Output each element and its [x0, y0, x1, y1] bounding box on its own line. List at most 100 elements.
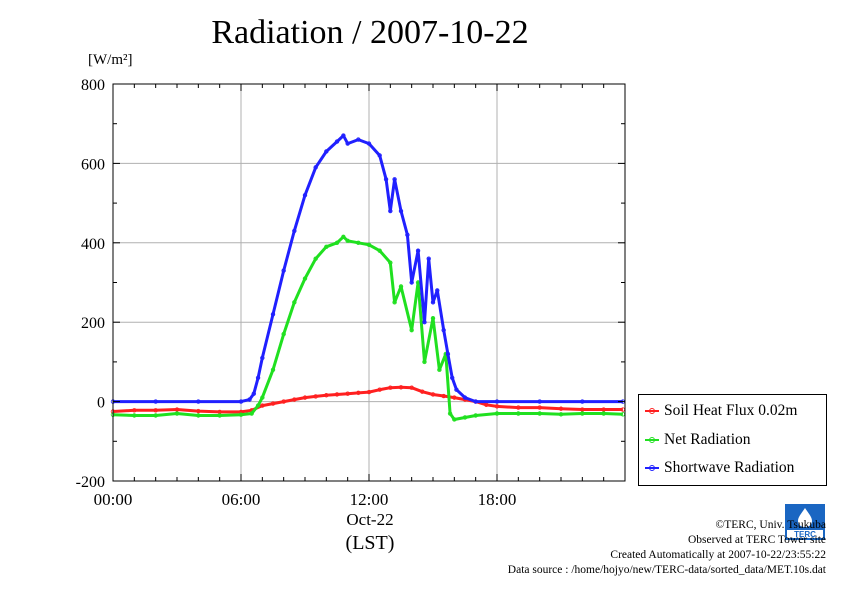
legend-swatch-shortwave-radiation [645, 463, 659, 473]
data-point [447, 411, 453, 416]
data-point [324, 244, 329, 249]
data-point [392, 177, 397, 182]
footer-source: Data source : /home/hojyo/new/TERC-data/… [507, 564, 826, 576]
data-point [415, 248, 421, 253]
data-point [420, 389, 425, 394]
data-point [238, 399, 244, 404]
legend-item-soil-heat-flux: Soil Heat Flux 0.02m [645, 400, 797, 422]
data-point [292, 300, 297, 305]
data-point [494, 399, 500, 404]
data-point [366, 389, 372, 395]
y-tick-label: 200 [81, 315, 105, 332]
data-point [313, 256, 318, 261]
data-point [260, 355, 265, 361]
data-point [377, 153, 382, 158]
footer-observed: Observed at TERC Tower site [687, 534, 826, 546]
series-line-soil-heat-flux-0-02m [112, 385, 623, 414]
data-point [494, 404, 500, 409]
data-point [255, 403, 261, 408]
x-tick-label: 00:00 [94, 490, 133, 509]
data-point [356, 137, 361, 142]
data-point [251, 391, 256, 396]
data-point [409, 327, 414, 333]
data-point [580, 411, 585, 416]
legend-item-shortwave-radiation: Shortwave Radiation [645, 457, 794, 479]
data-point [580, 399, 585, 404]
data-point [422, 320, 427, 325]
data-point [324, 149, 329, 154]
series-soil-heat-flux-0-02m [110, 385, 626, 415]
legend-swatch-net-radiation [645, 435, 659, 445]
series-net-radiation [110, 234, 626, 422]
data-point [217, 413, 222, 418]
data-point [452, 417, 457, 422]
data-point [377, 387, 382, 392]
data-point [392, 300, 397, 305]
y-tick-label: -200 [76, 474, 105, 491]
data-point [445, 351, 451, 357]
series-shortwave-radiation [110, 133, 626, 404]
data-point [260, 395, 265, 400]
data-point [430, 300, 436, 305]
legend-label-net-radiation: Net Radiation [664, 431, 751, 448]
data-point [437, 367, 442, 373]
data-point [292, 397, 297, 402]
data-point [473, 413, 478, 418]
data-point [324, 393, 329, 398]
data-point [537, 399, 542, 404]
data-point [366, 242, 372, 247]
data-point [238, 412, 244, 417]
data-point [558, 412, 564, 417]
data-point [462, 395, 468, 400]
data-point [345, 141, 350, 146]
x-tick-label: 06:00 [222, 490, 261, 509]
data-point [366, 141, 372, 146]
data-point [270, 367, 276, 373]
data-point [153, 413, 158, 418]
y-axis-unit-label: [W/m²] [88, 52, 133, 68]
data-point [132, 408, 137, 413]
y-tick-label: 800 [81, 77, 105, 94]
axis-ticks: -200 0 200 400 600 800 00:00 06:00 12:00 18:00 [76, 77, 626, 509]
terc-logo: TERC [785, 504, 825, 540]
data-point [196, 413, 201, 418]
data-point [260, 403, 265, 408]
data-point [398, 208, 404, 214]
data-point [405, 232, 410, 238]
data-point [435, 288, 440, 293]
data-point [292, 228, 297, 234]
data-point [430, 392, 436, 397]
data-point [398, 284, 404, 289]
data-point [334, 392, 340, 397]
chart-title: Radiation / 2007-10-22 [211, 14, 529, 51]
data-point [441, 393, 446, 399]
data-point [473, 399, 478, 404]
data-point [537, 405, 542, 410]
data-point [153, 408, 158, 413]
data-point [462, 415, 468, 420]
x-tick-label: 18:00 [478, 490, 517, 509]
legend-swatch-soil-heat-flux [645, 406, 659, 416]
data-point [422, 359, 427, 365]
x-tick-label: 12:00 [350, 490, 389, 509]
legend-label-soil-heat-flux: Soil Heat Flux 0.02m [664, 402, 798, 419]
data-point [249, 411, 254, 416]
legend: Soil Heat Flux 0.02m Net Radiation Short… [638, 394, 827, 486]
data-point [174, 411, 180, 416]
data-point [558, 406, 564, 411]
data-point [302, 276, 308, 281]
data-point [247, 397, 252, 402]
data-point [270, 401, 276, 406]
data-point [302, 395, 308, 400]
legend-label-shortwave-radiation: Shortwave Radiation [664, 459, 795, 476]
data-point [196, 408, 201, 414]
data-point [494, 411, 500, 416]
data-point [377, 248, 382, 253]
data-point [454, 387, 459, 392]
logo-text: TERC [794, 530, 816, 539]
data-point [388, 385, 393, 390]
data-point [450, 375, 455, 380]
data-point [313, 165, 318, 170]
series-layer [110, 133, 626, 422]
data-point [270, 312, 276, 317]
